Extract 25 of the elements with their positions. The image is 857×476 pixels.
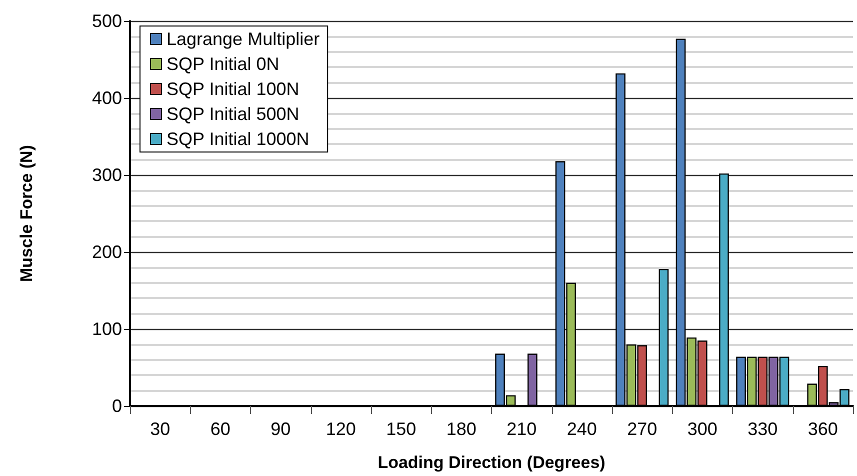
y-tick-label: 200 [92, 242, 122, 262]
y-tick-label: 100 [92, 319, 122, 339]
legend-label: SQP Initial 500N [166, 104, 300, 124]
x-tick-label: 330 [748, 419, 778, 439]
x-tick-label: 60 [210, 419, 230, 439]
y-tick-label: 500 [92, 11, 122, 31]
x-tick-label: 90 [270, 419, 291, 439]
legend-label: SQP Initial 100N [166, 79, 300, 99]
legend-label: SQP Initial 0N [166, 54, 280, 74]
y-tick-label: 0 [112, 396, 122, 416]
x-tick-label: 270 [627, 419, 658, 439]
x-tick-label: 180 [446, 419, 476, 439]
y-tick-label: 300 [92, 165, 122, 185]
x-tick-label: 150 [386, 419, 416, 439]
x-axis-title: Loading Direction (Degrees) [378, 453, 606, 472]
x-tick-label: 300 [687, 419, 718, 439]
legend-label: SQP Initial 1000N [166, 129, 310, 149]
legend-label: Lagrange Multiplier [166, 29, 320, 49]
x-tick-label: 120 [326, 419, 356, 439]
y-tick-label: 400 [92, 88, 122, 108]
x-tick-label: 210 [506, 419, 537, 439]
x-tick-label: 30 [150, 419, 170, 439]
x-tick-label: 240 [566, 419, 597, 439]
x-tick-label: 360 [808, 419, 838, 439]
y-axis-title: Muscle Force (N) [17, 145, 36, 282]
